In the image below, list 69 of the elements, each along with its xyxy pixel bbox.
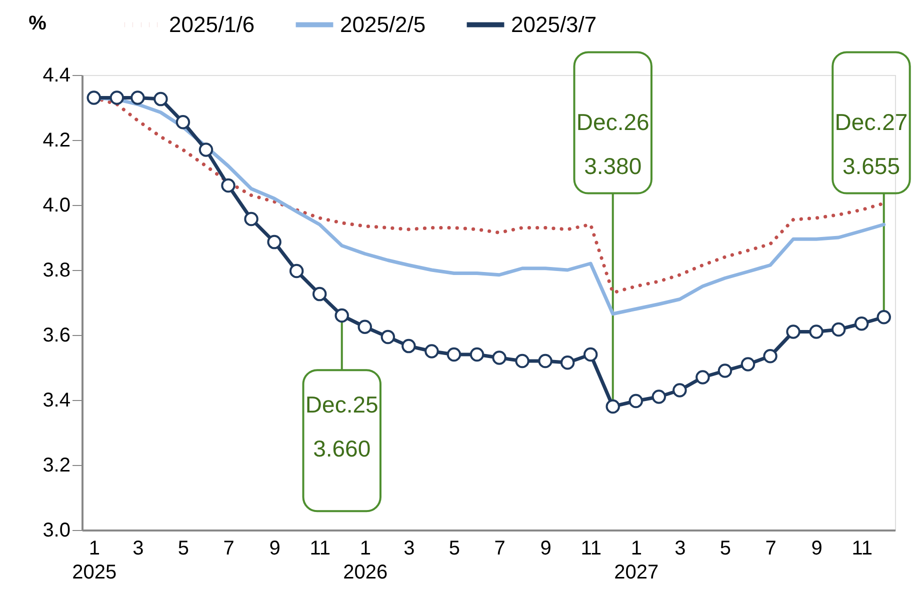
annotation: Dec.26 3.380 (576, 108, 650, 179)
point (86, 90, 102, 105)
point (312, 286, 327, 302)
point (763, 349, 778, 364)
point (786, 324, 800, 339)
point (221, 178, 236, 193)
x-tick-label: 1 2027 (614, 538, 659, 584)
legend-label: 2025/3/7 (511, 12, 597, 37)
point (110, 90, 124, 105)
point (672, 383, 687, 398)
y-tick-label: 3.6 (42, 324, 70, 346)
x-tick-label: 9 (811, 538, 822, 560)
point (154, 92, 168, 106)
x-tick-label: 7 (765, 538, 776, 560)
point (740, 357, 756, 372)
point (176, 115, 190, 130)
point (718, 364, 732, 378)
point (424, 344, 439, 358)
x-tick-label: 9 (540, 538, 552, 560)
x-tick-label: 3 (132, 538, 144, 560)
point (560, 356, 575, 370)
point (198, 142, 214, 157)
x-tick-label: 11 (580, 538, 602, 560)
y-tick-label: 3.4 (42, 390, 70, 412)
x-tick-label: 5 (448, 538, 460, 560)
point (628, 394, 644, 408)
point (267, 234, 282, 250)
x-tick-label: 7 (494, 538, 506, 560)
legend-label: 2025/2/5 (340, 12, 426, 37)
x-tick-label: 5 (178, 538, 190, 560)
legend-label: 2025/1/6 (169, 12, 255, 37)
point (334, 308, 349, 323)
x-tick-label: 11 (310, 538, 330, 560)
point (515, 354, 530, 368)
x-tick-label: 5 (720, 538, 732, 560)
point (492, 350, 506, 365)
x-tick-label: 7 (223, 538, 234, 560)
point (696, 370, 710, 384)
point (583, 347, 598, 362)
point (130, 90, 145, 105)
point (831, 322, 846, 337)
point (606, 399, 620, 414)
y-tick-label: 3.2 (42, 454, 70, 476)
point (244, 212, 258, 226)
y-tick-label: 4.2 (42, 130, 70, 152)
point (652, 390, 666, 404)
x-tick-label: 1 2025 (72, 538, 117, 584)
x-tick-label: 3 (674, 538, 686, 560)
y-tick-label: 3.0 (42, 520, 70, 542)
point (470, 347, 484, 362)
point (809, 324, 824, 339)
annotation: Dec.27 3.655 (834, 108, 908, 179)
y-tick-label: 4.0 (42, 194, 70, 216)
y-axis-title: % (28, 12, 47, 34)
x-tick-label: 1 2026 (343, 538, 388, 584)
point (854, 316, 869, 331)
point (358, 320, 372, 334)
y-tick-label: 3.8 (42, 260, 70, 282)
x-tick-label: 9 (269, 538, 280, 560)
point (446, 347, 462, 362)
x-tick-label: 11 (852, 538, 872, 560)
annotation: Dec.25 3.660 (305, 391, 378, 462)
point (876, 310, 891, 324)
x-tick-label: 3 (404, 538, 415, 560)
point (402, 338, 416, 354)
y-tick-label: 4.4 (42, 64, 70, 86)
point (289, 264, 304, 278)
point (380, 330, 396, 344)
point (538, 354, 552, 368)
